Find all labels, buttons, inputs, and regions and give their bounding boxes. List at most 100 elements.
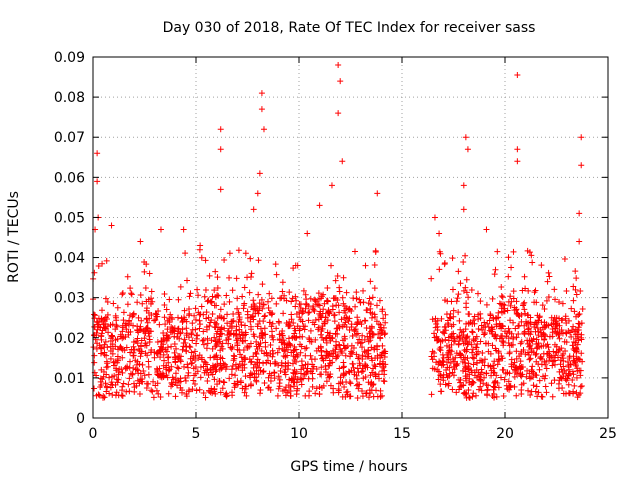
data-point [511,383,518,390]
data-point [317,312,324,319]
data-point [166,296,173,303]
data-point [572,339,579,346]
data-point [302,305,309,312]
data-point [571,308,578,315]
data-point [339,294,346,301]
data-point [366,295,373,302]
data-point [193,387,200,394]
data-point [556,335,563,342]
data-point [563,339,570,346]
data-point [449,386,456,393]
data-point [180,339,187,346]
data-point [211,334,218,341]
data-point [520,302,527,309]
data-point [290,353,297,360]
data-point [350,344,357,351]
data-point [579,358,586,365]
data-point [226,375,233,382]
data-point [98,333,105,340]
data-point [463,289,470,296]
data-point [141,268,148,275]
data-point [211,376,218,383]
data-point [103,257,110,264]
data-point [297,301,304,308]
data-point [465,294,472,301]
data-point [183,325,190,332]
data-point [201,358,208,365]
data-point [456,350,463,357]
data-point [306,309,313,316]
data-point [362,390,369,397]
data-point [300,287,307,294]
data-point [93,318,100,325]
data-point [161,291,168,298]
data-point [325,310,332,317]
data-point [247,323,254,330]
data-point [277,295,284,302]
data-point [258,296,265,303]
data-point [146,336,153,343]
data-point [279,387,286,394]
data-point [213,330,220,337]
data-point [124,273,131,280]
data-point [116,366,123,373]
data-point [218,330,225,337]
data-point [464,333,471,340]
data-point [546,273,553,280]
data-point [468,341,475,348]
data-point [578,334,585,341]
data-point [91,311,98,318]
data-point [184,364,191,371]
data-point [431,214,438,221]
data-point [501,376,508,383]
data-point [248,270,255,277]
data-point [227,344,234,351]
data-point [428,275,435,282]
data-point [103,383,110,390]
data-point [145,371,152,378]
data-point [307,367,314,374]
data-point [212,390,219,397]
data-point [146,270,153,277]
data-point [436,266,443,273]
data-point [334,272,341,279]
data-point [282,363,289,370]
data-point [340,364,347,371]
data-point [179,326,186,333]
data-point [484,392,491,399]
data-point [278,330,285,337]
data-point [463,390,470,397]
data-point [499,355,506,362]
data-point [174,334,181,341]
data-point [536,377,543,384]
data-point [355,355,362,362]
data-point [175,314,182,321]
data-point [299,318,306,325]
data-point [507,302,514,309]
data-point [276,336,283,343]
data-point [573,346,580,353]
data-point [179,319,186,326]
data-point [213,342,220,349]
data-point [561,256,568,263]
data-point [469,380,476,387]
data-point [477,383,484,390]
data-point [226,250,233,257]
data-point [206,323,213,330]
data-point [315,326,322,333]
data-point [492,266,499,273]
data-point [144,319,151,326]
data-point [318,348,325,355]
data-point [429,356,436,363]
data-point [456,386,463,393]
data-point [469,346,476,353]
data-point [267,360,274,367]
data-point [517,340,524,347]
data-point [371,261,378,268]
data-point [213,320,220,327]
data-point [107,355,114,362]
data-point [534,312,541,319]
data-point [460,259,467,266]
data-point [257,387,264,394]
data-point [95,391,102,398]
